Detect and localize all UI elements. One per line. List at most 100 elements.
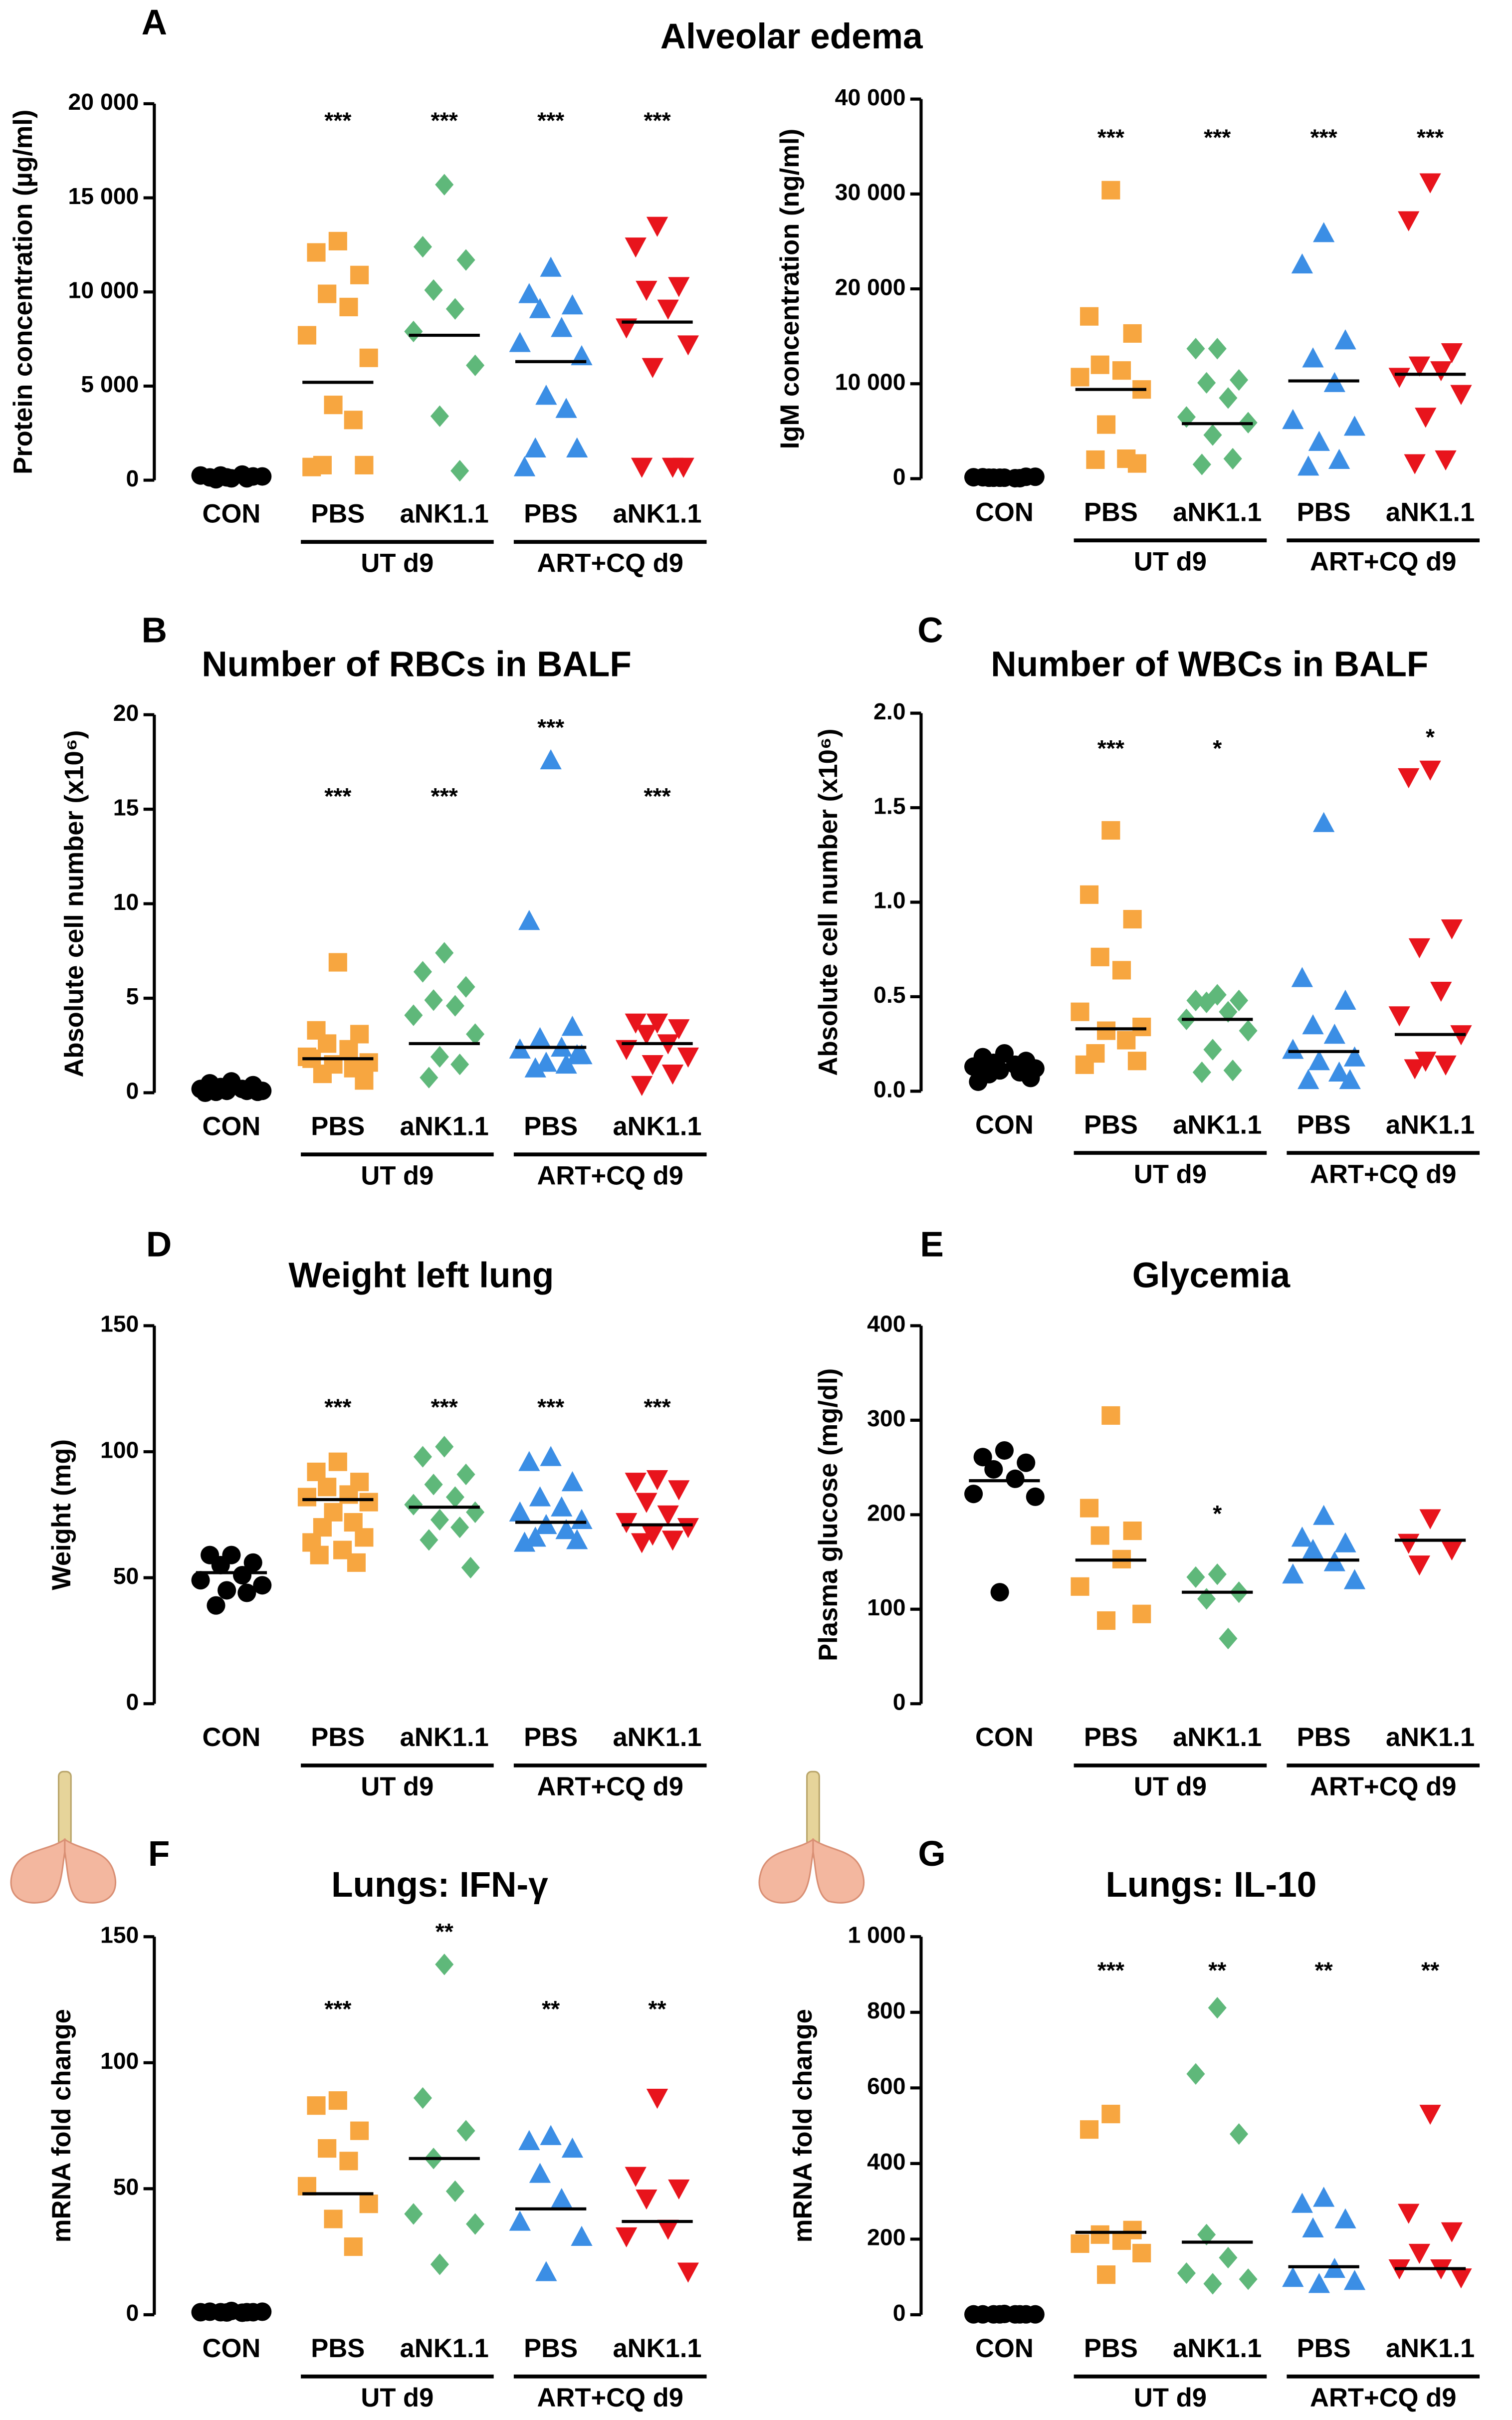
significance: *** bbox=[1097, 735, 1124, 761]
data-point bbox=[657, 2219, 679, 2240]
panel-label: C bbox=[917, 611, 943, 651]
y-tick-label: 1 000 bbox=[848, 1922, 905, 1948]
data-point bbox=[540, 1446, 562, 1466]
significance: *** bbox=[431, 783, 458, 809]
data-point bbox=[359, 1053, 378, 1072]
y-tick-label: 100 bbox=[100, 2048, 139, 2074]
chart-title: Lungs: IFN-γ bbox=[331, 1865, 548, 1905]
data-point bbox=[1343, 1569, 1366, 1589]
x-tick-label: CON bbox=[203, 2334, 261, 2363]
data-point bbox=[310, 1545, 329, 1564]
x-tick-label: aNK1.1 bbox=[1173, 1723, 1262, 1752]
data-point bbox=[339, 297, 358, 316]
y-tick-label: 600 bbox=[867, 2073, 905, 2099]
x-tick-label: CON bbox=[975, 2334, 1034, 2363]
x-tick-label: PBS bbox=[311, 499, 365, 529]
y-tick-label: 20 000 bbox=[835, 274, 906, 300]
data-point bbox=[540, 256, 562, 277]
y-axis-label: Protein concentration (µg/ml) bbox=[8, 110, 38, 474]
data-point bbox=[1328, 448, 1350, 469]
data-point bbox=[435, 942, 454, 964]
x-tick-label: PBS bbox=[311, 1111, 365, 1141]
y-tick-label: 0 bbox=[126, 1689, 139, 1715]
data-point bbox=[1408, 2243, 1431, 2264]
data-point bbox=[207, 1596, 225, 1615]
data-point bbox=[1101, 1406, 1120, 1425]
data-point bbox=[1112, 961, 1131, 980]
y-tick-label: 0.5 bbox=[873, 982, 905, 1008]
data-point bbox=[1097, 415, 1116, 434]
data-point bbox=[237, 469, 256, 488]
data-point bbox=[450, 1516, 469, 1539]
data-point bbox=[1123, 1521, 1142, 1540]
y-tick-label: 0 bbox=[126, 1078, 139, 1104]
data-point bbox=[642, 1055, 663, 1076]
data-point bbox=[328, 1452, 347, 1471]
significance: * bbox=[1213, 735, 1222, 761]
y-tick-label: 0 bbox=[126, 2300, 139, 2326]
data-point bbox=[1419, 1509, 1441, 1530]
x-tick-label: aNK1.1 bbox=[1386, 1110, 1475, 1139]
panel-label: F bbox=[148, 1834, 170, 1874]
data-point bbox=[529, 298, 551, 318]
data-point bbox=[540, 749, 562, 770]
data-point bbox=[529, 1027, 551, 1048]
data-point bbox=[1291, 967, 1313, 987]
data-point bbox=[1308, 1050, 1330, 1071]
panel-label: E bbox=[920, 1225, 943, 1265]
data-point bbox=[1404, 1059, 1426, 1080]
significance: *** bbox=[644, 1394, 670, 1420]
x-tick-label: CON bbox=[975, 1110, 1034, 1139]
x-tick-label: CON bbox=[203, 499, 261, 529]
data-point bbox=[636, 1025, 657, 1045]
data-point bbox=[1398, 2203, 1420, 2224]
data-point bbox=[677, 335, 699, 356]
y-tick-label: 0 bbox=[893, 1689, 906, 1715]
data-point bbox=[1090, 1526, 1109, 1545]
data-point bbox=[1186, 2063, 1205, 2085]
y-tick-label: 50 bbox=[113, 2174, 139, 2200]
data-point bbox=[1239, 1020, 1258, 1042]
data-point bbox=[1441, 343, 1463, 364]
data-point bbox=[535, 385, 557, 405]
x-tick-label: aNK1.1 bbox=[1173, 498, 1262, 527]
data-point bbox=[1101, 821, 1120, 840]
data-point bbox=[355, 455, 374, 474]
data-point bbox=[1230, 369, 1249, 391]
data-point bbox=[450, 460, 469, 482]
group-label: ART+CQ d9 bbox=[1310, 2383, 1457, 2413]
significance: *** bbox=[644, 783, 670, 809]
data-point bbox=[964, 1485, 983, 1504]
data-point bbox=[1192, 1061, 1211, 1084]
data-point bbox=[466, 1023, 485, 1045]
data-point bbox=[631, 1076, 653, 1096]
data-point bbox=[631, 457, 653, 478]
significance: ** bbox=[1315, 1958, 1333, 1983]
data-point bbox=[430, 2253, 449, 2275]
data-point bbox=[1017, 1453, 1036, 1472]
data-point bbox=[1302, 1014, 1324, 1035]
data-point bbox=[1075, 1055, 1094, 1074]
data-point bbox=[518, 910, 540, 930]
y-tick-label: 0.0 bbox=[873, 1077, 905, 1102]
data-point bbox=[1450, 2268, 1472, 2289]
data-point bbox=[318, 1034, 337, 1053]
data-point bbox=[636, 2190, 657, 2210]
x-tick-label: aNK1.1 bbox=[613, 1723, 701, 1752]
data-point bbox=[555, 1053, 577, 1074]
x-tick-label: CON bbox=[203, 1111, 261, 1141]
data-point bbox=[646, 1013, 668, 1034]
significance: *** bbox=[1310, 124, 1337, 150]
panel-label: G bbox=[918, 1834, 945, 1874]
data-point bbox=[672, 457, 694, 478]
group-label: UT d9 bbox=[361, 1161, 433, 1190]
data-point bbox=[413, 236, 432, 258]
data-point bbox=[1388, 1006, 1410, 1027]
data-point bbox=[1186, 338, 1205, 360]
data-point bbox=[566, 437, 588, 457]
data-point bbox=[566, 1044, 588, 1065]
data-point bbox=[984, 1460, 1003, 1479]
data-point bbox=[435, 174, 454, 196]
y-tick-label: 40 000 bbox=[835, 84, 906, 110]
data-point bbox=[1123, 910, 1142, 929]
